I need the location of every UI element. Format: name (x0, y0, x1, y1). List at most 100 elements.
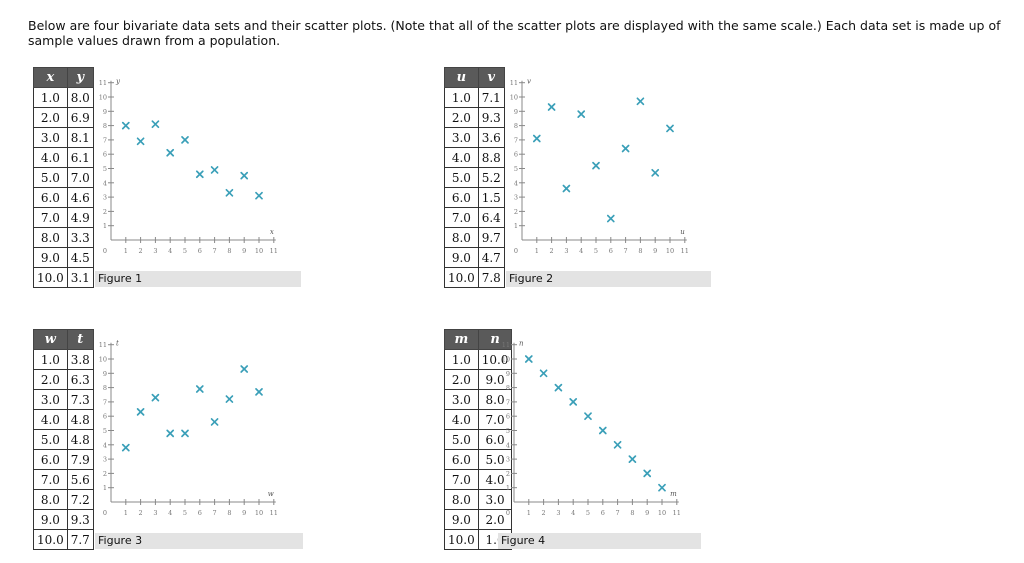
table-row: 3.0 8.1 (33, 127, 94, 148)
x-tick-label: 3 (153, 509, 157, 517)
y-tick-label: 2 (103, 208, 107, 216)
y-tick-label: 7 (103, 398, 107, 406)
table-cell: 3.0 (444, 127, 479, 148)
table-cell: 1.0 (444, 87, 479, 108)
table-cell: 9.0 (477, 369, 513, 390)
x-tick-label: 4 (579, 247, 583, 255)
x-tick-label: 10 (666, 247, 674, 255)
table-cell: 6.9 (66, 107, 94, 128)
x-tick-label: 10 (255, 247, 263, 255)
data-point (651, 168, 660, 177)
table-cell: 10.0 (444, 267, 479, 288)
x-tick-label: 1 (124, 509, 128, 517)
y-tick-label: 8 (103, 384, 107, 392)
data-point (554, 383, 563, 392)
table-cell: 7.0 (444, 207, 479, 228)
table-row: 10.0 7.8 (444, 267, 505, 288)
table-cell: 3.8 (66, 349, 94, 370)
table-cell: 5.0 (444, 429, 479, 450)
table-cell: 3.6 (477, 127, 505, 148)
y-tick-label: 6 (103, 151, 107, 159)
table-cell: 8.8 (477, 147, 505, 168)
table-cell: 4.6 (66, 187, 94, 208)
x-tick-label: 7 (616, 509, 620, 517)
x-tick-label: 8 (227, 509, 231, 517)
y-tick-label: 4 (506, 441, 510, 449)
data-point (636, 97, 645, 106)
data-table: u v 1.0 7.1 2.0 9.3 3.0 3.6 4.0 8.8 5.0 5.2 6.0 1.5 7.… (444, 67, 505, 288)
y-tick-label: 3 (514, 194, 518, 202)
column-header: n (477, 329, 513, 350)
y-axis-label: v (527, 78, 531, 86)
table-row: 9.0 4.7 (444, 247, 505, 268)
x-tick-label: 0 (514, 247, 518, 255)
table-row: 7.0 6.4 (444, 207, 505, 228)
x-axis-label: m (670, 490, 677, 498)
x-tick-label: 8 (638, 247, 642, 255)
y-tick-label: 9 (506, 370, 510, 378)
data-point (577, 110, 586, 119)
table-cell: 7.0 (444, 469, 479, 490)
x-tick-label: 1 (527, 509, 531, 517)
data-point (181, 136, 189, 144)
x-tick-label: 6 (609, 247, 613, 255)
scatter-plot: 1 2 3 4 5 6 7 8 9 10 11 0 1 2 3 4 5 6 7 8 9 10 11 t w (99, 340, 278, 517)
table-cell: 7.9 (66, 449, 94, 470)
data-point (539, 369, 548, 378)
y-tick-label: 6 (506, 413, 510, 421)
figure-caption: Figure 2 (506, 271, 711, 287)
table-cell: 7.1 (477, 87, 505, 108)
table-cell: 4.8 (66, 409, 94, 430)
table-row: 8.0 3.0 (444, 489, 513, 510)
figure-caption: Figure 4 (498, 533, 701, 549)
table-row: 4.0 7.0 (444, 409, 513, 430)
table-cell: 3.3 (66, 227, 94, 248)
x-axis-label: w (268, 490, 274, 498)
y-tick-label: 6 (103, 413, 107, 421)
table-row: 8.0 9.7 (444, 227, 505, 248)
x-axis-label: x (270, 228, 274, 236)
figure-caption: Figure 1 (95, 271, 301, 287)
x-tick-label: 8 (227, 247, 231, 255)
x-tick-label: 5 (594, 247, 598, 255)
data-table: x y 1.0 8.0 2.0 6.9 3.0 8.1 4.0 6.1 5.0 7.0 6.0 4.6 7.… (33, 67, 94, 288)
y-tick-label: 7 (506, 398, 510, 406)
y-tick-label: 5 (103, 427, 107, 435)
data-point (121, 443, 130, 452)
y-tick-label: 6 (514, 151, 518, 159)
data-point (606, 214, 615, 223)
scatter-plot: 1 2 3 4 5 6 7 8 9 10 11 0 1 2 3 4 5 6 7 8 9 10 11 v u (510, 78, 689, 255)
x-tick-label: 11 (270, 247, 278, 255)
table-cell: 4.0 (444, 409, 479, 430)
table-row: 2.0 6.3 (33, 369, 94, 390)
table-cell: 8.0 (33, 227, 68, 248)
table-cell: 6.4 (477, 207, 505, 228)
table-cell: 4.0 (477, 469, 513, 490)
x-tick-label: 6 (198, 509, 202, 517)
x-tick-label: 9 (242, 509, 246, 517)
x-tick-label: 9 (645, 509, 649, 517)
table-row: 2.0 6.9 (33, 107, 94, 128)
data-point (151, 120, 160, 129)
column-header: v (477, 67, 505, 88)
table-cell: 5.0 (33, 429, 68, 450)
y-axis-label: n (519, 340, 524, 348)
table-cell: 5.6 (66, 469, 94, 490)
table-row: 9.0 9.3 (33, 509, 94, 530)
table-cell: 9.0 (444, 509, 479, 530)
data-point (225, 188, 234, 197)
y-tick-label: 5 (506, 427, 510, 435)
x-tick-label: 11 (270, 509, 278, 517)
table-cell: 8.0 (33, 489, 68, 510)
x-tick-label: 2 (550, 247, 554, 255)
table-cell: 5.0 (444, 167, 479, 188)
table-cell: 9.3 (66, 509, 94, 530)
table-row: 1.0 7.1 (444, 87, 505, 108)
table-cell: 7.7 (66, 529, 94, 550)
table-cell: 10.0 (33, 529, 68, 550)
table-cell: 5.0 (33, 167, 68, 188)
table-cell: 9.0 (33, 509, 68, 530)
